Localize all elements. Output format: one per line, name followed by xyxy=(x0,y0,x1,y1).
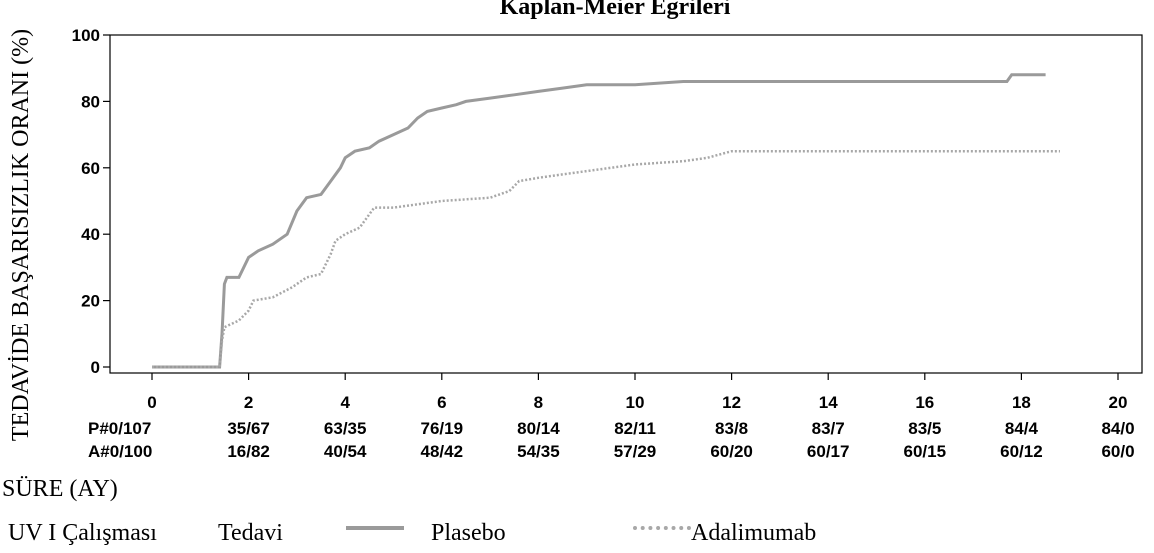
x-tick-label: 0 xyxy=(147,393,156,412)
risk-table-cell: 82/11 xyxy=(614,419,656,438)
x-tick-label: 8 xyxy=(534,393,543,412)
axis-ticks: 0 20 40 60 80 100 0 2 4 6 8 10 12 14 16 18 20 xyxy=(72,26,1128,412)
chart-title: Kaplan-Meier Eğrileri xyxy=(500,0,731,20)
legend-study-label: UV I Çalışması xyxy=(8,520,157,546)
x-tick-label: 14 xyxy=(819,393,838,412)
risk-table-cell: 83/8 xyxy=(715,419,748,438)
legend-item-adalimumab: Adalimumab xyxy=(691,520,817,546)
legend-swatch-adalimumab xyxy=(633,526,691,530)
x-tick-label: 4 xyxy=(340,393,350,412)
risk-table-cell: 76/19 xyxy=(421,419,464,438)
y-tick-label: 40 xyxy=(81,225,100,244)
series-line-adalimumab xyxy=(152,149,1060,369)
risk-table-cell: 60/12 xyxy=(1000,442,1043,461)
kaplan-meier-chart: Kaplan-Meier Eğrileri TEDAVİDE BAŞARISIZ… xyxy=(8,0,1143,461)
y-tick-label: 100 xyxy=(72,26,100,45)
x-tick-label: 18 xyxy=(1012,393,1031,412)
x-tick-label: 2 xyxy=(244,393,253,412)
risk-table-cell: 60/0 xyxy=(1101,442,1134,461)
x-tick-label: 6 xyxy=(437,393,446,412)
risk-table-cell: 40/54 xyxy=(324,442,367,461)
risk-table-cell: 84/4 xyxy=(1005,419,1039,438)
risk-table-cell: 60/20 xyxy=(710,442,753,461)
plot-frame xyxy=(109,34,1143,374)
legend-swatch-plasebo xyxy=(346,526,404,530)
risk-table-cell: 83/5 xyxy=(908,419,941,438)
x-axis-label: SÜRE (AY) xyxy=(2,476,118,502)
risk-row-label: P#0/107 xyxy=(88,419,151,438)
legend: UV I Çalışması Tedavi Plasebo Adalimumab xyxy=(0,520,1154,553)
x-tick-label: 10 xyxy=(626,393,645,412)
risk-table-cell: 84/0 xyxy=(1101,419,1134,438)
risk-table-cell: 35/67 xyxy=(227,419,270,438)
y-tick-label: 20 xyxy=(81,292,100,311)
risk-table-cell: 63/35 xyxy=(324,419,367,438)
risk-table-cell: 60/15 xyxy=(904,442,947,461)
x-tick-label: 20 xyxy=(1109,393,1128,412)
risk-table-cell: 57/29 xyxy=(614,442,657,461)
series-line-plasebo xyxy=(152,73,1046,369)
risk-table-cell: 80/14 xyxy=(517,419,560,438)
survival-curves xyxy=(152,73,1060,369)
risk-table: P#0/107 A#0/100 35/67 16/82 63/35 40/54 76/19 4… xyxy=(88,419,1135,461)
y-axis-label: TEDAVİDE BAŞARISIZLIK ORANI (%) xyxy=(8,29,34,441)
risk-table-cell: 16/82 xyxy=(227,442,270,461)
risk-table-cell: 54/35 xyxy=(517,442,560,461)
legend-heading: Tedavi xyxy=(218,520,283,546)
risk-table-cell: 48/42 xyxy=(421,442,464,461)
x-tick-label: 12 xyxy=(722,393,741,412)
y-tick-label: 0 xyxy=(91,358,100,377)
risk-row-label: A#0/100 xyxy=(88,442,152,461)
y-tick-label: 80 xyxy=(81,92,100,111)
x-tick-label: 16 xyxy=(915,393,934,412)
legend-item-plasebo: Plasebo xyxy=(431,520,506,546)
plot-axes xyxy=(109,34,1143,374)
risk-table-cell: 83/7 xyxy=(812,419,845,438)
y-tick-label: 60 xyxy=(81,159,100,178)
risk-table-cell: 60/17 xyxy=(807,442,850,461)
